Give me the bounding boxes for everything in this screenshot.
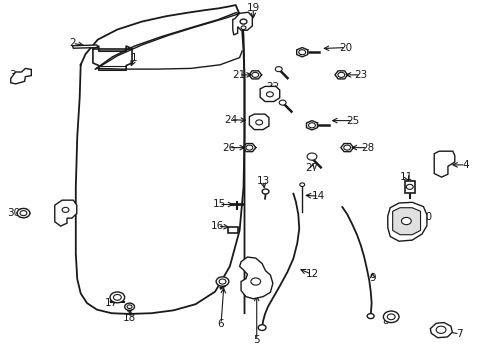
Text: 14: 14 (311, 191, 325, 201)
Circle shape (308, 123, 315, 128)
Text: 24: 24 (224, 114, 237, 125)
Text: 20: 20 (339, 42, 352, 53)
Circle shape (255, 120, 262, 125)
Text: 18: 18 (122, 312, 136, 323)
Text: 6: 6 (217, 319, 224, 329)
Circle shape (401, 217, 410, 225)
Circle shape (266, 92, 273, 97)
Bar (404, 181, 414, 193)
Text: 21: 21 (231, 70, 245, 80)
Text: 13: 13 (256, 176, 269, 186)
Circle shape (343, 145, 350, 150)
Polygon shape (11, 68, 31, 84)
Text: 15: 15 (212, 199, 225, 210)
Text: 2: 2 (69, 38, 76, 48)
Text: 16: 16 (210, 221, 224, 231)
Text: 9: 9 (368, 273, 375, 283)
Text: 8: 8 (381, 316, 388, 326)
Text: 1: 1 (131, 53, 138, 63)
Text: 3: 3 (9, 70, 16, 80)
Text: 27: 27 (305, 163, 318, 174)
Circle shape (366, 314, 373, 319)
Circle shape (298, 50, 305, 55)
Text: 11: 11 (399, 172, 413, 182)
Text: 10: 10 (419, 212, 432, 222)
Circle shape (406, 184, 412, 189)
Circle shape (258, 325, 265, 330)
Circle shape (240, 19, 246, 24)
Polygon shape (249, 114, 268, 130)
Circle shape (245, 145, 252, 150)
Text: 19: 19 (246, 3, 260, 13)
Polygon shape (433, 151, 454, 177)
Circle shape (337, 72, 344, 77)
Circle shape (17, 208, 30, 218)
Circle shape (279, 100, 285, 105)
Text: 5: 5 (253, 335, 260, 345)
Bar (227, 227, 237, 233)
Circle shape (113, 294, 121, 300)
Text: 30: 30 (7, 208, 20, 218)
Circle shape (216, 277, 228, 286)
Circle shape (250, 278, 260, 285)
Circle shape (435, 326, 445, 333)
Circle shape (62, 207, 69, 212)
Text: 22: 22 (265, 82, 279, 92)
Polygon shape (429, 323, 451, 338)
Circle shape (219, 279, 225, 284)
Circle shape (383, 311, 398, 323)
Polygon shape (232, 12, 252, 35)
Circle shape (299, 183, 304, 186)
Polygon shape (260, 86, 279, 102)
Circle shape (20, 211, 27, 216)
Text: 12: 12 (305, 269, 318, 279)
Circle shape (306, 153, 316, 160)
Text: 26: 26 (222, 143, 235, 153)
Circle shape (110, 292, 124, 303)
Circle shape (251, 72, 258, 77)
Text: 29: 29 (62, 207, 76, 217)
Polygon shape (72, 45, 98, 48)
Text: 23: 23 (353, 70, 367, 80)
Circle shape (124, 303, 134, 310)
Text: 25: 25 (346, 116, 359, 126)
Circle shape (275, 67, 282, 72)
Circle shape (127, 305, 132, 309)
Text: 4: 4 (461, 160, 468, 170)
Text: 28: 28 (360, 143, 374, 153)
Circle shape (386, 314, 394, 320)
Circle shape (262, 189, 268, 194)
Polygon shape (239, 257, 272, 299)
Text: 17: 17 (104, 298, 118, 308)
Circle shape (241, 26, 245, 30)
Text: 7: 7 (455, 329, 462, 339)
Polygon shape (387, 202, 426, 241)
Polygon shape (392, 208, 420, 235)
Polygon shape (55, 200, 77, 226)
